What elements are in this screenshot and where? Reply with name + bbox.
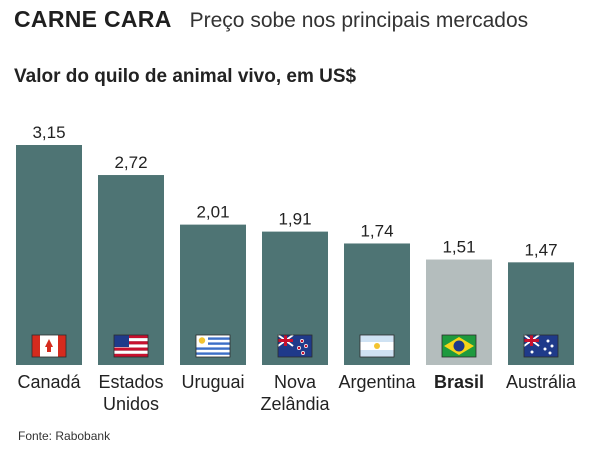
value-label-nova-zelandia: 1,91 (278, 210, 311, 229)
usa-flag-icon (113, 334, 149, 358)
brazil-flag-icon (441, 334, 477, 358)
category-label-canada: Canadá (17, 372, 81, 392)
value-label-canada: 3,15 (32, 123, 65, 142)
page-subtitle: Preço sobe nos principais mercados (189, 9, 529, 32)
argentina-flag-icon (359, 334, 395, 358)
header: CARNE CARA Preço sobe nos principais mer… (14, 6, 528, 42)
canada-flag-icon (31, 334, 67, 358)
value-label-brasil: 1,51 (442, 238, 475, 257)
value-label-australia: 1,47 (524, 240, 557, 259)
value-label-argentina: 1,74 (360, 221, 393, 240)
page-title: CARNE CARA (14, 6, 172, 32)
category-label-uruguai: Uruguai (181, 372, 244, 392)
value-label-estados-unidos: 2,72 (114, 153, 147, 172)
category-label-australia: Austrália (506, 372, 577, 392)
new-zealand-flag-icon (277, 334, 313, 358)
category-label-argentina: Argentina (338, 372, 416, 392)
bar-estados-unidos (98, 175, 164, 365)
source-note: Fonte: Rabobank (18, 429, 111, 443)
value-label-uruguai: 2,01 (196, 203, 229, 222)
bar-canada (16, 145, 82, 365)
uruguay-flag-icon (195, 334, 231, 358)
category-label-brasil: Brasil (434, 372, 484, 392)
chart-title: Valor do quilo de animal vivo, em US$ (14, 66, 357, 87)
category-label-nova-zelandia: Nova Zelândia (260, 372, 330, 414)
australia-flag-icon (523, 334, 559, 358)
category-label-estados-unidos: Estados Unidos (98, 372, 163, 414)
